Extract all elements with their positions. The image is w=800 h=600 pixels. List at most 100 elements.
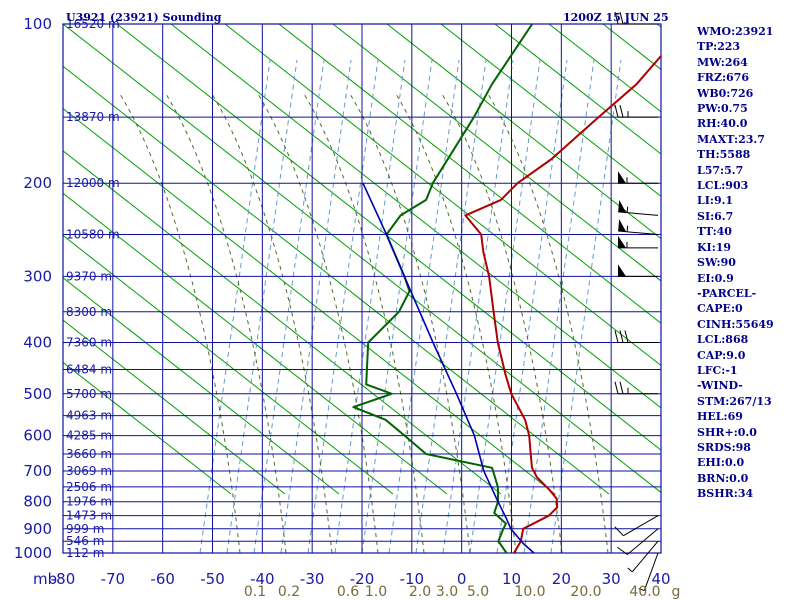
sounding-time: 1200Z 15 JUN 25: [563, 11, 669, 24]
height-label: 13870 m: [66, 110, 120, 124]
mixing-ratio-tick-label: 3.0: [436, 584, 458, 600]
height-label: 2506 m: [66, 480, 112, 494]
pressure-tick-label: 400: [23, 333, 52, 351]
index-value: STM:267/13: [697, 394, 772, 408]
mixing-ratio-tick-label: 10.0: [514, 584, 545, 600]
mixing-ratio-tick-label: 1.0: [365, 584, 387, 600]
index-value: CINH:55649: [697, 317, 774, 331]
pressure-tick-label: 100: [23, 15, 52, 33]
pressure-tick-label: 700: [23, 462, 52, 480]
pressure-tick-label: 1000: [14, 544, 52, 562]
dry-adiabat-line: [386, 24, 661, 240]
index-value: SHR+:0.0: [697, 425, 757, 439]
dry-adiabat-line: [63, 24, 661, 494]
index-value: TH:5588: [697, 148, 751, 162]
mixing-ratio-line: [253, 59, 325, 553]
mixing-ratio-line: [361, 59, 433, 553]
dry-adiabat-line: [63, 65, 610, 495]
index-value: PW:0.75: [697, 102, 748, 116]
wind-barb: [638, 552, 659, 592]
index-value: LFC:-1: [697, 363, 738, 377]
height-label: 4285 m: [66, 429, 112, 443]
index-value: EI:0.9: [697, 271, 734, 285]
index-value: BSHR:34: [697, 487, 754, 501]
mixing-ratio-tick-label: 0.1: [244, 584, 266, 600]
wind-barb: [614, 105, 658, 118]
mixing-ratio-unit-label: g: [672, 584, 681, 600]
temperature-tick-label: 30: [602, 570, 621, 588]
pressure-tick-label: 800: [23, 493, 52, 511]
index-value: LCL:868: [697, 333, 749, 347]
dewpoint-profile: [352, 24, 534, 553]
index-value: LCL:903: [697, 179, 749, 193]
index-value: BRN:0.0: [697, 471, 749, 485]
dry-adiabat-line: [278, 24, 661, 324]
temperature-tick-label: 20: [552, 570, 571, 588]
height-label: 1473 m: [66, 509, 112, 523]
wind-barb: [618, 264, 658, 277]
dry-adiabat-line: [332, 24, 661, 282]
wind-barb: [618, 219, 659, 236]
pressure-tick-label: 200: [23, 174, 52, 192]
dry-adiabat-line: [63, 361, 232, 495]
wind-barb: [618, 199, 659, 216]
height-label: 999 m: [66, 522, 104, 536]
dry-adiabat-line: [170, 24, 661, 409]
pressure-tick-label: 300: [23, 267, 52, 285]
wind-barb: [617, 528, 659, 555]
index-value: MAXT:23.7: [697, 132, 765, 146]
dry-adiabat-line: [63, 277, 340, 495]
mixing-ratio-line: [469, 59, 541, 553]
mixing-ratio-tick-label: 5.0: [467, 584, 489, 600]
temperature-tick-label: 0: [457, 570, 467, 588]
moist-adiabat-line: [487, 93, 609, 553]
height-labels: 16520 m 13870 m 12000 m 10580 m 9370 m 8300 m…: [66, 17, 120, 560]
pressure-temperature-grid: [62, 23, 662, 554]
background-lines: [63, 24, 661, 553]
parcel-profile: [362, 182, 535, 553]
index-value: LI:9.1: [697, 194, 734, 208]
pressure-tick-label: 600: [23, 427, 52, 445]
height-label: 546 m: [66, 534, 104, 548]
wind-barb: [618, 171, 658, 184]
height-label: 7360 m: [66, 335, 112, 349]
wind-barb: [627, 540, 659, 573]
moist-adiabat-line: [349, 93, 471, 553]
height-label: 8300 m: [66, 305, 112, 319]
index-value: SW:90: [697, 256, 736, 270]
index-value: CAP:9.0: [697, 348, 746, 362]
height-label: 3069 m: [66, 464, 112, 478]
mixing-ratio-line: [523, 59, 595, 553]
dry-adiabat-line: [116, 24, 661, 451]
moist-adiabat-line: [165, 93, 287, 553]
temperature-tick-label: 10: [502, 570, 521, 588]
index-value: SRDS:98: [697, 440, 751, 454]
index-value: TT:40: [697, 225, 732, 239]
temperature-tick-label: -80: [51, 570, 76, 588]
temperature-tick-label: -50: [200, 570, 225, 588]
dry-adiabat-line: [548, 24, 661, 113]
moist-adiabat-line: [395, 93, 517, 553]
index-value: EHI:0.0: [697, 456, 745, 470]
temperature-tick-label: -20: [350, 570, 375, 588]
index-value: -PARCEL-: [697, 286, 757, 300]
height-label: 10580 m: [66, 228, 120, 242]
profiles: [352, 24, 661, 553]
mixing-ratio-tick-label: 0.2: [278, 584, 300, 600]
temperature-tick-label: -30: [300, 570, 325, 588]
height-label: 1976 m: [66, 495, 112, 509]
dry-adiabat-line: [494, 24, 661, 155]
index-value: CAPE:0: [697, 302, 743, 316]
temperature-tick-label: -10: [400, 570, 425, 588]
index-value: TP:223: [697, 40, 741, 54]
pressure-tick-label: 900: [23, 520, 52, 538]
wind-barb: [614, 11, 658, 25]
index-value: HEL:69: [697, 410, 743, 424]
wind-barb: [614, 381, 658, 395]
moist-adiabat-line: [303, 93, 425, 553]
temperature-profile: [464, 54, 661, 553]
wind-barb: [614, 330, 658, 343]
index-value: KI:19: [697, 240, 732, 254]
moist-adiabat-line: [211, 93, 333, 553]
